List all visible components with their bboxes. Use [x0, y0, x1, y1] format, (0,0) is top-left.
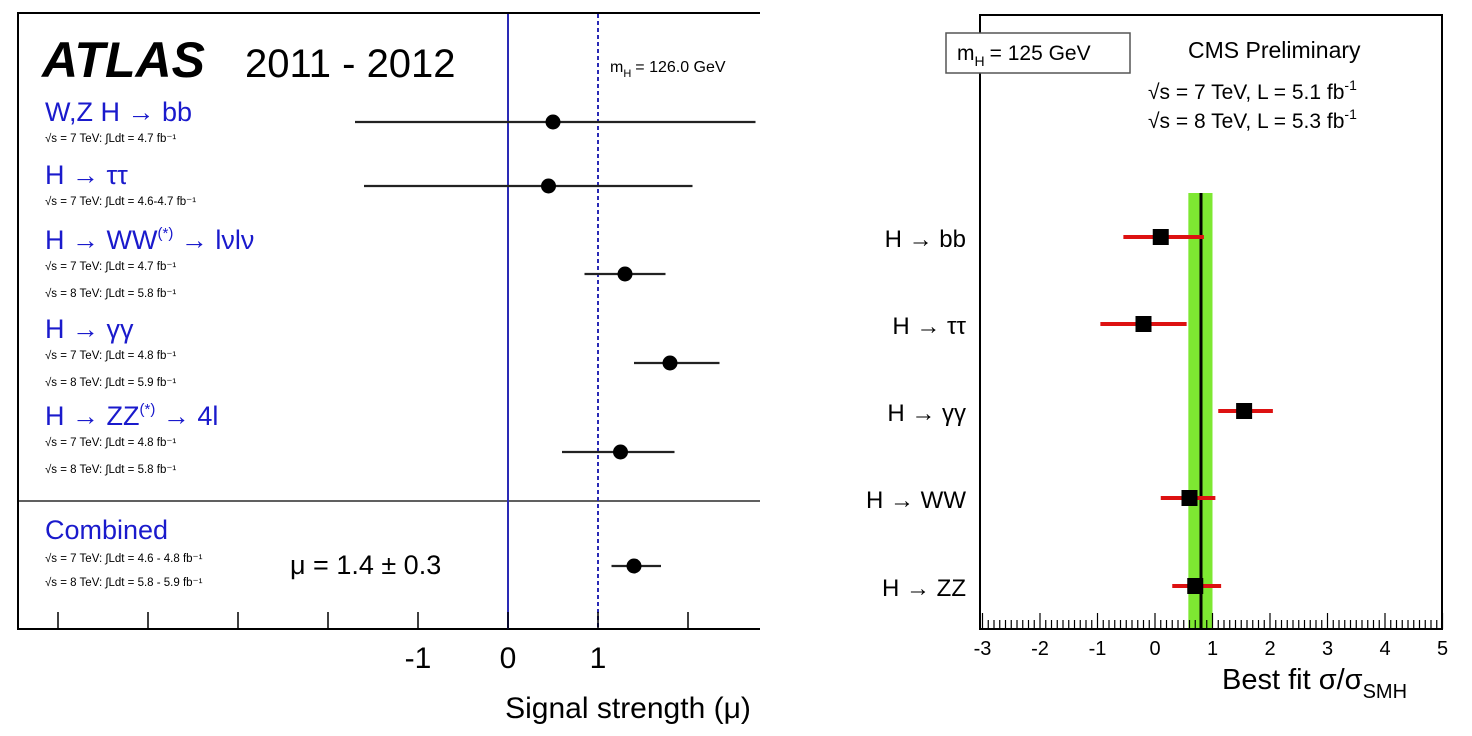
cms-x-axis-label: Best fit σ/σSMH: [1222, 664, 1407, 703]
cms-x-tick-label: -1: [1089, 638, 1107, 660]
atlas-lumi-label: √s = 8 TeV: ∫Ldt = 5.8 fb⁻¹: [45, 287, 176, 300]
atlas-frame: [17, 12, 760, 630]
atlas-lumi-label: √s = 8 TeV: ∫Ldt = 5.9 fb⁻¹: [45, 376, 176, 389]
cms-x-tick-label: 2: [1264, 638, 1275, 660]
atlas-category-name: H → ZZ: [45, 401, 140, 431]
atlas-category-name: H → WW: [45, 225, 158, 255]
atlas-lumi-label: √s = 7 TeV: ∫Ldt = 4.7 fb⁻¹: [45, 260, 176, 273]
cms-combined-band: [1188, 193, 1213, 628]
atlas-data-point: [613, 444, 628, 460]
cms-data-point: [1236, 403, 1253, 419]
atlas-category-sup: (*): [140, 401, 156, 418]
cms-category-label: H → bb: [885, 226, 966, 253]
atlas-category-label: H → WW(*) → lνlν: [45, 225, 254, 255]
atlas-x-tick-label: 0: [500, 642, 517, 675]
atlas-combined-lumi: √s = 8 TeV: ∫Ldt = 5.8 - 5.9 fb⁻¹: [45, 576, 203, 589]
atlas-category-label: W,Z H → bb: [45, 97, 192, 127]
cms-mass-label: mH = 125 GeV: [957, 42, 1091, 69]
cms-mass-box: [945, 32, 1131, 74]
atlas-chart: ATLAS 2011 - 2012 mH = 126.0 GeV W,Z H → …: [17, 12, 760, 725]
atlas-combined-label: Combined: [45, 515, 168, 545]
atlas-lumi-label: √s = 7 TeV: ∫Ldt = 4.7 fb⁻¹: [45, 132, 176, 145]
atlas-logo: ATLAS: [40, 32, 205, 88]
atlas-category-name: H → γγ: [45, 314, 134, 344]
cms-x-tick-label: -3: [974, 638, 992, 660]
atlas-category-label: H → ZZ(*) → 4l: [45, 401, 218, 431]
cms-x-tick-label: 0: [1149, 638, 1160, 660]
cms-x-tick-label: 1: [1207, 638, 1218, 660]
cms-data-point: [1181, 490, 1198, 506]
cms-data-point: [1152, 229, 1169, 245]
atlas-category-tail: → 4l: [155, 401, 218, 431]
atlas-x-tick-label: 1: [590, 642, 607, 675]
atlas-category-name: W,Z H → bb: [45, 97, 192, 127]
atlas-data-point: [617, 266, 633, 282]
atlas-combined-result: μ = 1.4 ± 0.3: [290, 550, 441, 580]
atlas-category-label: H → γγ: [45, 314, 134, 344]
cms-data-point: [1187, 578, 1204, 594]
atlas-data-point: [662, 355, 678, 371]
cms-category-label: H → γγ: [887, 400, 966, 427]
cms-data-point: [1135, 316, 1152, 332]
atlas-category-sup: (*): [157, 225, 173, 242]
cms-title: CMS Preliminary: [1188, 37, 1361, 63]
atlas-period: 2011 - 2012: [245, 42, 456, 86]
atlas-x-axis-label: Signal strength (μ): [505, 692, 751, 725]
cms-x-tick-label: -2: [1031, 638, 1049, 660]
atlas-lumi-label: √s = 7 TeV: ∫Ldt = 4.8 fb⁻¹: [45, 349, 176, 362]
cms-category-label: H → ττ: [892, 313, 966, 340]
atlas-mass-label: mH = 126.0 GeV: [610, 59, 726, 80]
atlas-lumi-label: √s = 7 TeV: ∫Ldt = 4.6-4.7 fb⁻¹: [45, 195, 196, 208]
cms-category-label: H → ZZ: [882, 575, 966, 602]
atlas-x-tick-label: -1: [405, 642, 432, 675]
atlas-data-point: [541, 178, 556, 194]
cms-x-tick-label: 4: [1379, 638, 1390, 660]
atlas-combined-point: [626, 558, 642, 574]
atlas-combined-lumi: √s = 7 TeV: ∫Ldt = 4.6 - 4.8 fb⁻¹: [45, 552, 203, 565]
atlas-category-name: H → ττ: [45, 160, 128, 190]
cms-x-tick-label: 3: [1322, 638, 1333, 660]
cms-category-label: H → WW: [866, 487, 966, 514]
cms-energy-line-8tev: √s = 8 TeV, L = 5.3 fb-1: [1148, 106, 1357, 133]
atlas-lumi-label: √s = 8 TeV: ∫Ldt = 5.8 fb⁻¹: [45, 463, 176, 476]
cms-energy-line-7tev: √s = 7 TeV, L = 5.1 fb-1: [1148, 77, 1357, 104]
cms-frame: [979, 14, 1443, 630]
atlas-category-tail: → lνlν: [173, 225, 254, 255]
atlas-data-point: [545, 114, 561, 130]
cms-x-tick-label: 5: [1437, 638, 1448, 660]
atlas-lumi-label: √s = 7 TeV: ∫Ldt = 4.8 fb⁻¹: [45, 436, 176, 449]
atlas-category-label: H → ττ: [45, 160, 128, 190]
